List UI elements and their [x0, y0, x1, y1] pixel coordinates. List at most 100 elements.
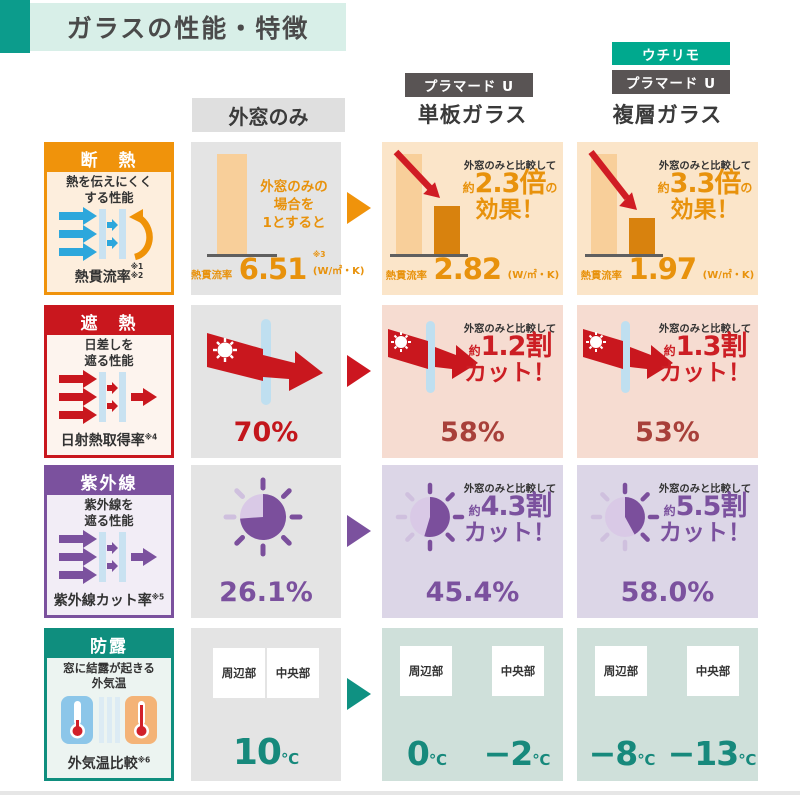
row-title-uv: 紫外線 — [47, 468, 171, 495]
celsius-unit: ℃ — [428, 751, 448, 769]
compare-text: 外窓のみと比較して — [658, 160, 752, 172]
row-label-insulation: 断 熱 熱を伝えにくく する性能 熱貫流率 ※1 ※2 — [44, 142, 174, 295]
sun-pie-icon — [590, 482, 660, 552]
shading-double-factor: 1.3割 — [675, 331, 748, 362]
sun-pie-icon — [223, 477, 303, 557]
bar-axis — [207, 254, 277, 257]
row-title-insulation: 断 熱 — [47, 145, 171, 172]
uv-note: ※5 — [151, 592, 165, 602]
compare-text: 外窓のみと比較して — [658, 323, 752, 335]
u-value-baseline: 6.51 — [238, 252, 308, 286]
approx-text: 約 — [663, 504, 676, 518]
condensation-baseline-temp: 10 — [232, 732, 282, 773]
page-title: ガラスの性能・特徴 — [66, 14, 310, 43]
flow-arrow-insulation — [347, 192, 371, 224]
center-label-box: 中央部 — [492, 646, 544, 696]
insulation-heat-flow-icon — [47, 207, 171, 261]
cell-shading-double: 外窓のみと比較して 約1.3割 カット！ 53% — [577, 305, 758, 458]
insulation-note-1: ※1 — [130, 262, 144, 272]
cut-text: カット！ — [464, 360, 556, 387]
bottom-divider — [0, 791, 800, 795]
uv-desc-line2: 遮る性能 — [84, 513, 134, 528]
insulation-desc-line1: 熱を伝えにくく — [66, 175, 152, 189]
sun-through-glass-icon — [583, 321, 673, 393]
sun-through-glass-icon — [207, 319, 323, 405]
u-value-label: 熱貫流率 — [191, 270, 233, 282]
u-value-unit: (W/㎡・K) — [507, 270, 560, 281]
uv-desc-line1: 紫外線を — [84, 498, 134, 512]
badge-uchirimo: ウチリモ — [612, 42, 730, 65]
edge-label-box: 周辺部 — [400, 646, 452, 696]
title-accent-square — [0, 0, 30, 53]
baseline-annotation-line3: 1とすると — [262, 215, 326, 232]
cut-text: カット！ — [659, 360, 751, 387]
thermometers-icon — [47, 693, 171, 747]
approx-text: 約 — [462, 181, 475, 195]
effect-text: 効果！ — [475, 197, 545, 224]
celsius-unit: ℃ — [532, 751, 551, 769]
comparison-bar-short — [434, 206, 460, 254]
shading-single-factor: 1.2割 — [480, 331, 553, 362]
row-label-uv: 紫外線 紫外線を 遮る性能 紫外線カット率※5 — [44, 465, 174, 618]
u-value-double: 1.97 — [628, 252, 698, 286]
shading-single-value: 58% — [440, 417, 505, 448]
shading-note: ※4 — [144, 432, 158, 442]
insulation-double-factor: 3.3倍 — [669, 168, 742, 199]
cut-text: カット！ — [464, 520, 556, 547]
row-title-condensation: 防露 — [47, 631, 171, 658]
u-value-unit: (W/㎡・K) — [702, 270, 755, 281]
cut-text: カット！ — [659, 520, 751, 547]
baseline-bar-chart — [217, 154, 247, 254]
flow-arrow-condensation — [347, 678, 371, 710]
center-label-box: 中央部 — [687, 646, 739, 696]
cell-insulation-single: 外窓のみと比較して 約2.3倍の 効果！ 熱貫流率 2.82 (W/㎡・K) — [382, 142, 563, 295]
u-value-note: ※3 — [312, 250, 326, 260]
badge-plamade-u-single: プラマード U — [405, 73, 533, 97]
approx-text: 約 — [657, 181, 670, 195]
u-value-label: 熱貫流率 — [385, 270, 427, 282]
condensation-single-edge-temp: 0 — [406, 734, 430, 773]
uv-single-value: 45.4% — [425, 577, 520, 608]
reduction-arrow-icon — [393, 149, 440, 198]
insulation-single-factor: 2.3倍 — [474, 168, 547, 199]
uv-double-value: 58.0% — [620, 577, 715, 608]
cell-insulation-double: 外窓のみと比較して 約3.3倍の 効果！ 熱貫流率 1.97 (W/㎡・K) — [577, 142, 758, 295]
condensation-double-center-temp: −13 — [667, 734, 740, 773]
cell-shading-baseline: 70% — [191, 305, 341, 458]
edge-label-box: 周辺部 — [213, 648, 265, 698]
uv-block-icon — [47, 530, 171, 584]
approx-text: 約 — [468, 344, 481, 358]
insulation-metric-label: 熱貫流率 — [74, 270, 131, 286]
uv-single-factor: 4.3割 — [480, 491, 553, 522]
sun-pie-icon — [395, 482, 465, 552]
celsius-unit: ℃ — [637, 751, 656, 769]
cell-uv-double: 外窓のみと比較して 約5.5割 カット！ 58.0% — [577, 465, 758, 618]
factor-suffix: の — [740, 181, 753, 195]
condensation-double-edge-temp: −8 — [588, 734, 639, 773]
row-label-condensation: 防露 窓に結露が起きる 外気温 外気温比較※6 — [44, 628, 174, 781]
row-title-shading: 遮 熱 — [47, 308, 171, 335]
shading-desc-line2: 遮る性能 — [84, 353, 134, 368]
shading-sun-block-icon — [47, 370, 171, 424]
bar-axis — [585, 254, 663, 257]
compare-text: 外窓のみと比較して — [658, 483, 752, 495]
baseline-annotation-line2: 場合を — [273, 197, 315, 214]
celsius-unit: ℃ — [280, 750, 300, 768]
condensation-metric-label: 外気温比較 — [67, 756, 138, 772]
row-label-shading: 遮 熱 日差しを 遮る性能 日射熱取得率※4 — [44, 305, 174, 458]
reduction-arrow-icon — [588, 149, 637, 210]
title-bar: ガラスの性能・特徴 — [30, 3, 346, 51]
cell-uv-baseline: 26.1% — [191, 465, 341, 618]
condensation-note: ※6 — [137, 755, 151, 765]
shading-desc-line1: 日差しを — [84, 338, 134, 352]
baseline-annotation-line1: 外窓のみの — [260, 179, 328, 195]
center-label-box: 中央部 — [267, 648, 319, 698]
uv-double-factor: 5.5割 — [675, 491, 748, 522]
compare-text: 外窓のみと比較して — [463, 160, 557, 172]
edge-label-box: 周辺部 — [595, 646, 647, 696]
condensation-single-center-temp: −2 — [483, 734, 534, 773]
u-value-single: 2.82 — [433, 252, 503, 286]
cell-insulation-baseline: 外窓のみの 場合を 1とすると 熱貫流率 6.51 ※3 (W/㎡・K) — [191, 142, 364, 295]
compare-text: 外窓のみと比較して — [463, 323, 557, 335]
